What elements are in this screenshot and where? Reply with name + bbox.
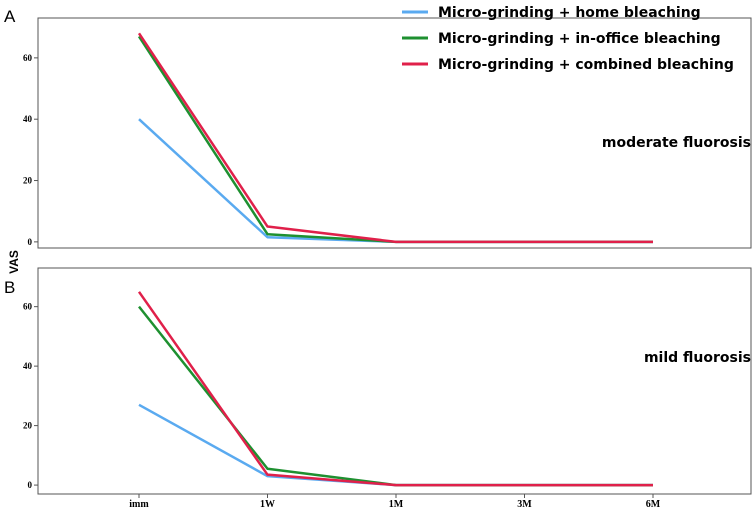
panel-b-x-tick-label: 3M <box>517 499 532 509</box>
legend-label-1: Micro-grinding + home bleaching <box>438 5 701 21</box>
panel-a-annotation: moderate fluorosis <box>602 135 751 151</box>
panel-b-x-tick-label: 6M <box>646 499 661 509</box>
panel-a-series-line-1 <box>138 118 653 244</box>
panel-a-plot: 0 20 40 60 <box>23 17 752 249</box>
panel-b-x-tick-label: imm <box>129 499 149 509</box>
panel-b-x-tick-label: 1W <box>260 499 275 509</box>
panel-b-y-tick-label: 20 <box>23 421 33 431</box>
panel-a-y-tick-label: 40 <box>23 114 33 124</box>
panel-a-series-line-3 <box>137 32 653 244</box>
panel-b-annotation: mild fluorosis <box>644 350 751 366</box>
legend-label-2: Micro-grinding + in-office bleaching <box>438 31 721 47</box>
panel-b-plot: 0 20 40 60 imm 1W 1M 3M 6M <box>23 267 752 509</box>
panel-a-letter: A <box>4 7 16 26</box>
panel-b-x-tick-label: 1M <box>389 499 404 509</box>
panel-b-y-tick-label: 40 <box>23 361 33 371</box>
panel-b-series-line-1 <box>138 403 653 487</box>
legend-label-3: Micro-grinding + combined bleaching <box>438 57 734 73</box>
panel-b-series-line-2 <box>138 305 653 487</box>
y-axis-label: VAS <box>7 250 21 274</box>
panel-b-series-line-3 <box>137 291 653 487</box>
panel-b-y-tick-label: 60 <box>23 302 33 312</box>
panel-a-y-tick-label: 60 <box>23 53 33 63</box>
panel-b-letter: B <box>4 278 15 297</box>
panel-b-y-tick-label: 0 <box>28 480 33 490</box>
panel-b-frame <box>37 267 752 495</box>
panel-a-y-tick-label: 0 <box>28 237 33 247</box>
panel-a-y-tick-label: 20 <box>23 176 33 186</box>
legend: Micro-grinding + home bleaching Micro-gri… <box>402 5 734 73</box>
panel-a-frame <box>37 17 752 249</box>
